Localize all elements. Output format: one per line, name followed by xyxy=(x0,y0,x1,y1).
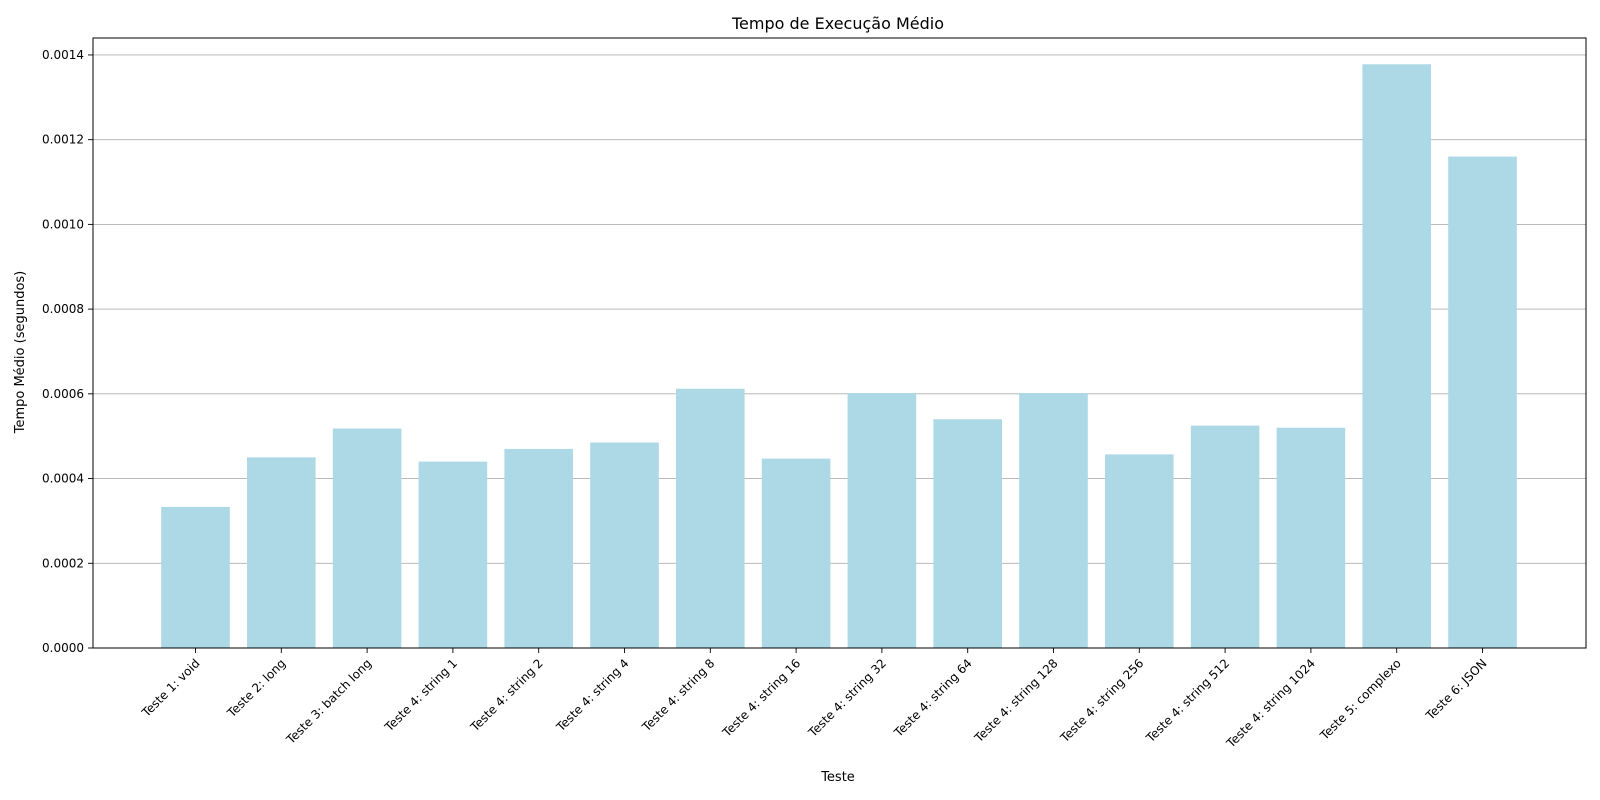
y-tick-label: 0.0012 xyxy=(42,133,84,147)
x-tick-label: Teste 4: string 256 xyxy=(1057,656,1146,745)
bar xyxy=(161,506,230,648)
x-tick-label: Teste 4: string 1 xyxy=(381,656,460,735)
y-tick-label: 0.0000 xyxy=(42,641,84,655)
y-tick-label: 0.0014 xyxy=(42,48,84,62)
y-tick-label: 0.0010 xyxy=(42,217,84,231)
bar xyxy=(1019,392,1088,648)
bar xyxy=(247,457,316,648)
bars xyxy=(161,64,1517,648)
x-tick-label: Teste 4: string 4 xyxy=(553,656,632,735)
y-tick-label: 0.0006 xyxy=(42,387,84,401)
x-tick-label: Teste 4: string 16 xyxy=(719,656,803,740)
x-tick-label: Teste 4: string 512 xyxy=(1143,656,1232,745)
x-tick-label: Teste 4: string 32 xyxy=(805,656,889,740)
x-tick-label: Teste 2: long xyxy=(224,656,289,721)
y-axis-label: Tempo Médio (segundos) xyxy=(13,271,28,435)
x-tick-label: Teste 1: void xyxy=(138,656,202,720)
bar xyxy=(933,419,1002,648)
plot-frame xyxy=(92,37,1587,649)
x-tick-label: Teste 4: string 128 xyxy=(971,656,1060,745)
x-tick-label: Teste 4: string 2 xyxy=(467,656,546,735)
y-axis-ticks: 0.0000 0.0002 0.0004 0.0006 0.0008 0.0010 0.00… xyxy=(42,48,93,655)
x-tick-label: Teste 4: string 8 xyxy=(639,656,718,735)
y-tick-label: 0.0008 xyxy=(42,302,84,316)
bar xyxy=(761,458,831,648)
bar xyxy=(1190,425,1260,648)
x-tick-label: Teste 5: complexo xyxy=(1317,656,1404,743)
bar xyxy=(418,461,488,648)
y-tick-label: 0.0004 xyxy=(42,472,84,486)
bar xyxy=(1448,156,1517,648)
x-tick-label: Teste 4: string 1024 xyxy=(1223,656,1318,751)
x-tick-label: Teste 4: string 64 xyxy=(891,656,975,740)
bar xyxy=(504,448,573,648)
x-tick-label: Teste 6: JSON xyxy=(1423,656,1490,723)
y-gridlines xyxy=(93,54,1586,649)
bar xyxy=(676,388,745,648)
x-tick-label: Teste 3: batch long xyxy=(283,656,374,747)
bar xyxy=(1362,64,1431,648)
chart-title: Tempo de Execução Médio xyxy=(731,14,944,33)
y-tick-label: 0.0002 xyxy=(42,556,84,570)
bar xyxy=(590,442,659,648)
bar xyxy=(1276,427,1346,648)
bar xyxy=(847,392,917,648)
x-axis-label: Teste xyxy=(820,770,855,785)
bar xyxy=(1105,454,1174,648)
bar xyxy=(332,428,402,648)
